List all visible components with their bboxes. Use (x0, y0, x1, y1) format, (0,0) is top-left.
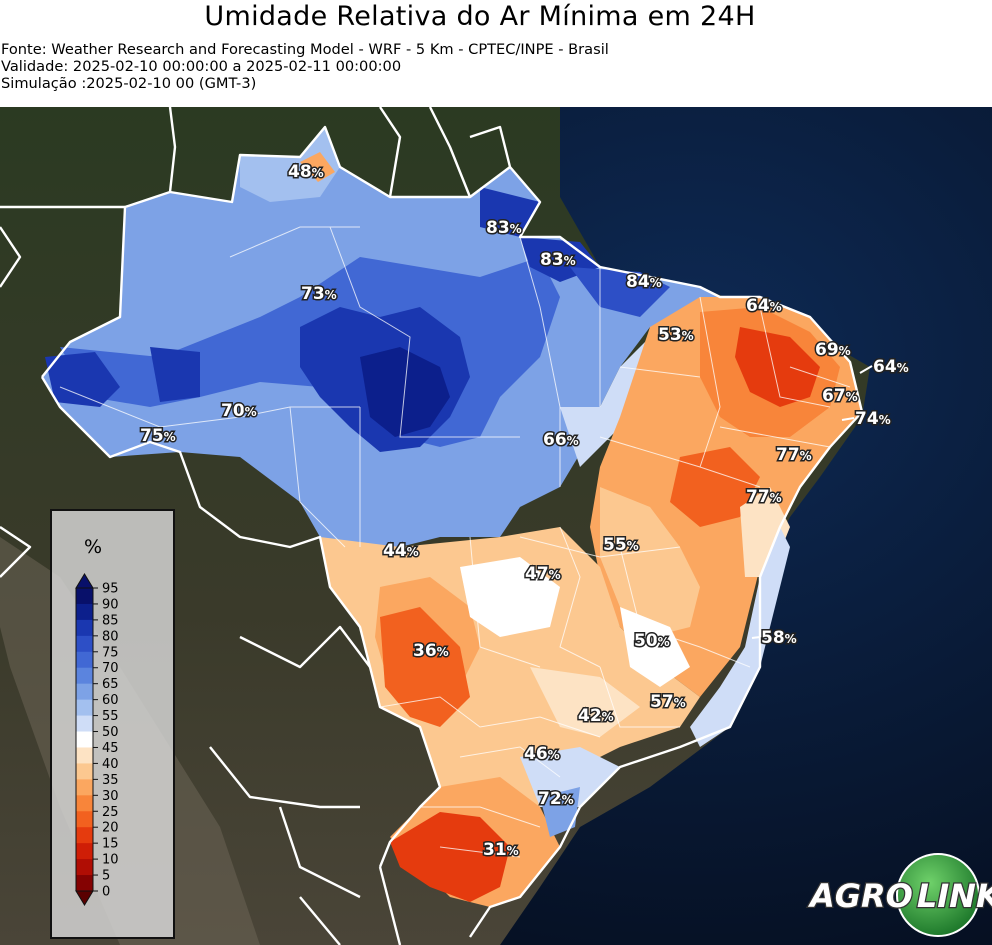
label-value: 77% (776, 445, 812, 465)
agrolink-logo: AGROLINK (806, 853, 992, 937)
colorbar-tick-label: 0 (102, 885, 110, 900)
colorbar-tick-label: 65 (102, 677, 119, 692)
label-value: 64% (746, 296, 782, 316)
colorbar-tick-label: 40 (102, 757, 119, 772)
label-value: 53% (658, 325, 694, 345)
colorbar-band (76, 715, 93, 733)
colorbar-tick-label: 45 (102, 741, 119, 756)
colorbar-band (76, 747, 93, 764)
label-value: 58% (761, 628, 797, 648)
validity-text: Validade: 2025-02-10 00:00:00 a 2025-02-… (1, 58, 402, 75)
colorbar-tick-label: 55 (102, 709, 119, 724)
colorbar-tick-label: 5 (102, 869, 110, 884)
colorbar-band (76, 763, 93, 780)
label-value: 73% (301, 284, 337, 304)
label-leaders (751, 365, 873, 639)
label-value: 47% (525, 564, 561, 584)
label-value: 64% (873, 357, 909, 377)
value-labels: 48% 83% 83% 73% 84% 64% 53% 69% 64% 67% … (139, 161, 911, 862)
colorbar-tick-label: 15 (102, 837, 119, 852)
colorbar-band (76, 811, 93, 828)
colorbar-tick-label: 25 (102, 805, 119, 820)
colorbar-band (76, 651, 93, 669)
colorbar-tick-label: 20 (102, 821, 119, 836)
colorbar-band (76, 667, 93, 685)
colorbar-tick-label: 30 (102, 789, 119, 804)
colorbar-tick-label: 70 (102, 661, 119, 676)
label-value: 42% (578, 706, 614, 726)
colorbar-tick-label: 85 (102, 613, 119, 628)
label-value: 55% (603, 535, 639, 555)
map-title: Umidade Relativa do Ar Mínima em 24H (204, 1, 756, 32)
colorbar-tick-label: 90 (102, 597, 119, 612)
logo-circle (896, 853, 980, 937)
colorbar-band (76, 827, 93, 844)
label-value: 48% (288, 162, 324, 182)
colorbar-tick-label: 75 (102, 645, 119, 660)
humidity-map: 48% 83% 83% 73% 84% 64% 53% 69% 64% 67% … (0, 107, 992, 945)
colorbar-band (76, 683, 93, 701)
label-value: 50% (634, 631, 670, 651)
colorbar-band (76, 588, 93, 605)
colorbar-tick-label: 60 (102, 693, 119, 708)
label-value: 72% (538, 789, 574, 809)
label-value: 74% (855, 409, 891, 429)
label-value: 84% (626, 272, 662, 292)
colorbar-bands (75, 573, 94, 906)
colorbar-band (76, 619, 93, 637)
label-value: 69% (815, 340, 851, 360)
colorbar-band (76, 603, 93, 621)
colorbar-band (76, 731, 93, 748)
label-value: 77% (746, 487, 782, 507)
colorbar-band (76, 875, 93, 892)
label-value: 44% (383, 541, 419, 561)
logo-text: AGROLINK (807, 877, 992, 915)
label-value: 31% (483, 840, 519, 860)
colorbar-band (76, 795, 93, 812)
colorbar-tick-label: 95 (102, 582, 119, 597)
colorbar-band (76, 635, 93, 653)
label-value: 36% (413, 641, 449, 661)
label-value: 57% (650, 692, 686, 712)
label-value: 75% (140, 426, 176, 446)
colorbar-frame (75, 587, 94, 892)
colorbar-band (76, 843, 93, 860)
colorbar-tick-label: 50 (102, 725, 119, 740)
map-canvas: 48% 83% 83% 73% 84% 64% 53% 69% 64% 67% … (0, 107, 992, 945)
label-value: 70% (221, 401, 257, 421)
colorbar-tick-label: 80 (102, 629, 119, 644)
label-value: 83% (486, 218, 522, 238)
source-text: Fonte: Weather Research and Forecasting … (1, 41, 609, 58)
colorbar-band (76, 699, 93, 717)
borders (0, 107, 864, 945)
colorbar-band (76, 859, 93, 876)
colorbar-unit: % (84, 536, 102, 558)
state-borders (59, 226, 851, 858)
label-value: 67% (822, 386, 858, 406)
simulation-text: Simulação :2025-02-10 00 (GMT-3) (1, 75, 257, 92)
label-value: 46% (524, 744, 560, 764)
legend-box (50, 509, 175, 939)
colorbar-band (76, 779, 93, 796)
label-value: 83% (540, 250, 576, 270)
humidity-field (42, 127, 862, 907)
colorbar-tick-label: 35 (102, 773, 119, 788)
colorbar-tick-label: 10 (102, 853, 119, 868)
label-value: 66% (543, 430, 579, 450)
